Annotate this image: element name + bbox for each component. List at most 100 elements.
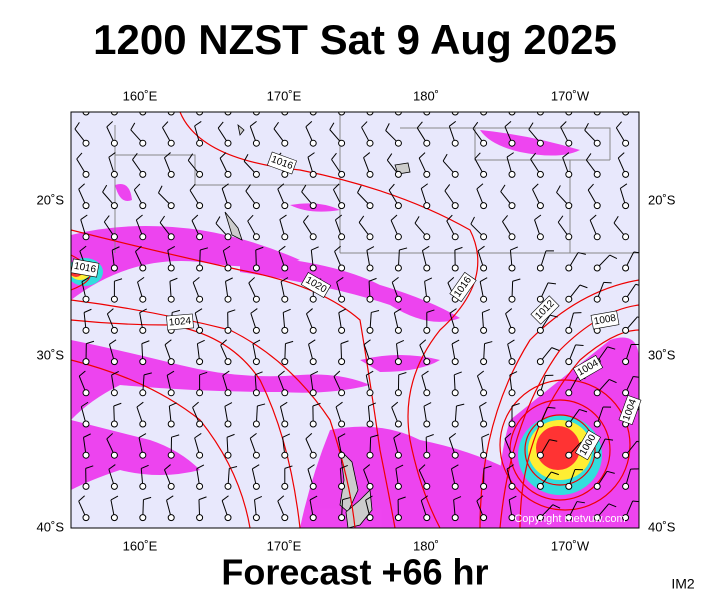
station: [196, 295, 204, 303]
barb-flag: [646, 215, 652, 221]
station: [139, 482, 147, 490]
barb-flag: [222, 370, 230, 376]
station: [167, 389, 175, 397]
barb-stem: [85, 112, 86, 113]
station: [309, 420, 317, 428]
barb-flag: [158, 185, 163, 194]
barb-stem: [648, 126, 654, 143]
station: [139, 170, 147, 178]
barb-flag: [159, 215, 166, 223]
station: [252, 514, 260, 522]
barb-flag: [477, 245, 485, 252]
station: [451, 358, 459, 366]
station: [139, 112, 147, 116]
barb-flag: [284, 465, 293, 469]
station: [451, 233, 459, 241]
barb-flag: [164, 339, 172, 346]
station: [651, 234, 657, 240]
barb-flag: [606, 470, 615, 474]
barb-flag: [456, 403, 465, 407]
station: [252, 233, 260, 241]
land: [224, 123, 411, 528]
barb-flag: [219, 152, 227, 159]
barb-flag: [579, 408, 588, 413]
station: [480, 202, 488, 210]
barb-flag: [250, 308, 258, 314]
barb-flag: [81, 401, 89, 408]
station: [167, 202, 175, 210]
station: [451, 514, 459, 522]
barb-flag: [511, 403, 520, 407]
barb-flag: [257, 403, 266, 407]
station: [480, 514, 488, 522]
barb-flag: [444, 184, 451, 192]
barb-flag: [280, 277, 289, 283]
station: [366, 264, 374, 272]
barb-flag: [506, 152, 514, 158]
barb-flag: [644, 184, 649, 190]
station: [338, 514, 346, 522]
barb-flag: [338, 308, 347, 314]
station: [281, 358, 289, 366]
barb-flag: [442, 153, 448, 162]
barb-flag: [227, 309, 236, 313]
station: [451, 139, 459, 147]
station: [593, 264, 601, 272]
station: [622, 202, 630, 210]
barb-flag: [248, 277, 255, 284]
station: [82, 139, 90, 147]
barb-flag: [303, 215, 309, 223]
barb-flag: [340, 340, 349, 345]
barb-flag: [164, 464, 171, 471]
barb-flag: [198, 496, 207, 501]
barb-flag: [549, 439, 558, 442]
station: [196, 170, 204, 178]
barb-flag: [334, 245, 341, 252]
barb-flag: [365, 495, 373, 501]
station: [565, 233, 573, 241]
barb-flag: [454, 371, 462, 376]
isobar-label: 1004: [618, 395, 642, 425]
barb-flag: [223, 245, 231, 252]
station: [480, 451, 488, 459]
station: [224, 295, 232, 303]
station: [508, 326, 516, 334]
barb-flag: [370, 434, 379, 438]
station: [622, 514, 630, 522]
station: [423, 112, 431, 116]
barb-flag: [279, 214, 287, 220]
barb-flag: [666, 254, 673, 257]
barb-flag: [633, 251, 639, 254]
station: [508, 170, 516, 178]
barb-flag: [368, 402, 376, 407]
station: [139, 295, 147, 303]
barb-flag: [83, 308, 92, 313]
barb-flag: [646, 90, 652, 95]
barb-flag: [78, 183, 85, 190]
station: [309, 389, 317, 397]
isobar-label: 1016: [70, 258, 100, 278]
isobar-label-text: 1016: [73, 261, 97, 276]
isobar-label: 1024: [166, 313, 194, 331]
barb-flag: [357, 185, 362, 193]
barb-flag: [226, 433, 235, 438]
station: [536, 326, 544, 334]
station: [565, 358, 573, 366]
barb-flag: [132, 152, 138, 160]
barb-flag: [133, 183, 141, 191]
barb-flag: [335, 214, 343, 221]
station: [480, 139, 488, 147]
station: [338, 202, 346, 210]
station: [82, 358, 90, 366]
station: [423, 482, 431, 490]
barb-flag: [83, 433, 91, 438]
station: [196, 514, 204, 522]
station: [480, 295, 488, 303]
station: [338, 389, 346, 397]
barb-stem: [454, 112, 456, 113]
barb-stem: [646, 96, 654, 112]
station: [394, 202, 402, 210]
station: [167, 420, 175, 428]
station: [651, 421, 657, 427]
station: [196, 389, 204, 397]
